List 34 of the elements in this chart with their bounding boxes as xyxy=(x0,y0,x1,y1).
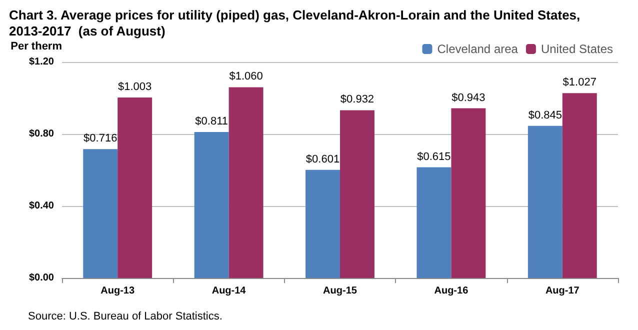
bar xyxy=(416,167,452,278)
data-label: $0.601 xyxy=(306,153,340,166)
bar xyxy=(306,170,340,278)
x-tick-label: Aug-14 xyxy=(212,286,246,296)
bar xyxy=(340,110,374,278)
x-tick-label: Aug-13 xyxy=(100,286,135,296)
data-label: $1.003 xyxy=(118,80,152,93)
data-label: $0.615 xyxy=(417,150,451,163)
y-tick-label: $0.40 xyxy=(28,200,54,212)
y-axis-title: Per therm xyxy=(10,40,62,52)
bar xyxy=(228,87,264,278)
bar xyxy=(528,126,562,278)
data-label: $1.060 xyxy=(229,70,263,83)
x-tick-label: Aug-15 xyxy=(323,286,358,296)
data-label: $0.811 xyxy=(195,116,228,128)
source-note: Source: U.S. Bureau of Labor Statistics. xyxy=(28,310,222,322)
data-label: $0.932 xyxy=(340,94,374,106)
bar xyxy=(451,108,486,278)
legend-label: Cleveland area xyxy=(437,42,518,56)
x-tick-label: Aug-17 xyxy=(545,286,580,296)
data-label: $0.943 xyxy=(452,92,486,104)
y-tick-label: $0.80 xyxy=(28,128,54,140)
data-label: $0.845 xyxy=(528,109,562,122)
chart-title: Chart 3. Average prices for utility (piped) gas, Cleveland-Akron-Lorain and the United States, 2013-2017 (as of August) xyxy=(9,8,584,38)
bar xyxy=(83,149,118,278)
bar xyxy=(118,97,152,278)
bar xyxy=(194,132,229,278)
data-label: $0.716 xyxy=(84,132,118,145)
data-label: $1.027 xyxy=(562,76,596,89)
legend-label: United States xyxy=(540,42,614,56)
y-tick-label: $1.20 xyxy=(28,56,54,68)
x-tick-label: Aug-16 xyxy=(434,286,469,296)
bar xyxy=(562,93,597,278)
y-tick-label: $0.00 xyxy=(28,272,54,284)
